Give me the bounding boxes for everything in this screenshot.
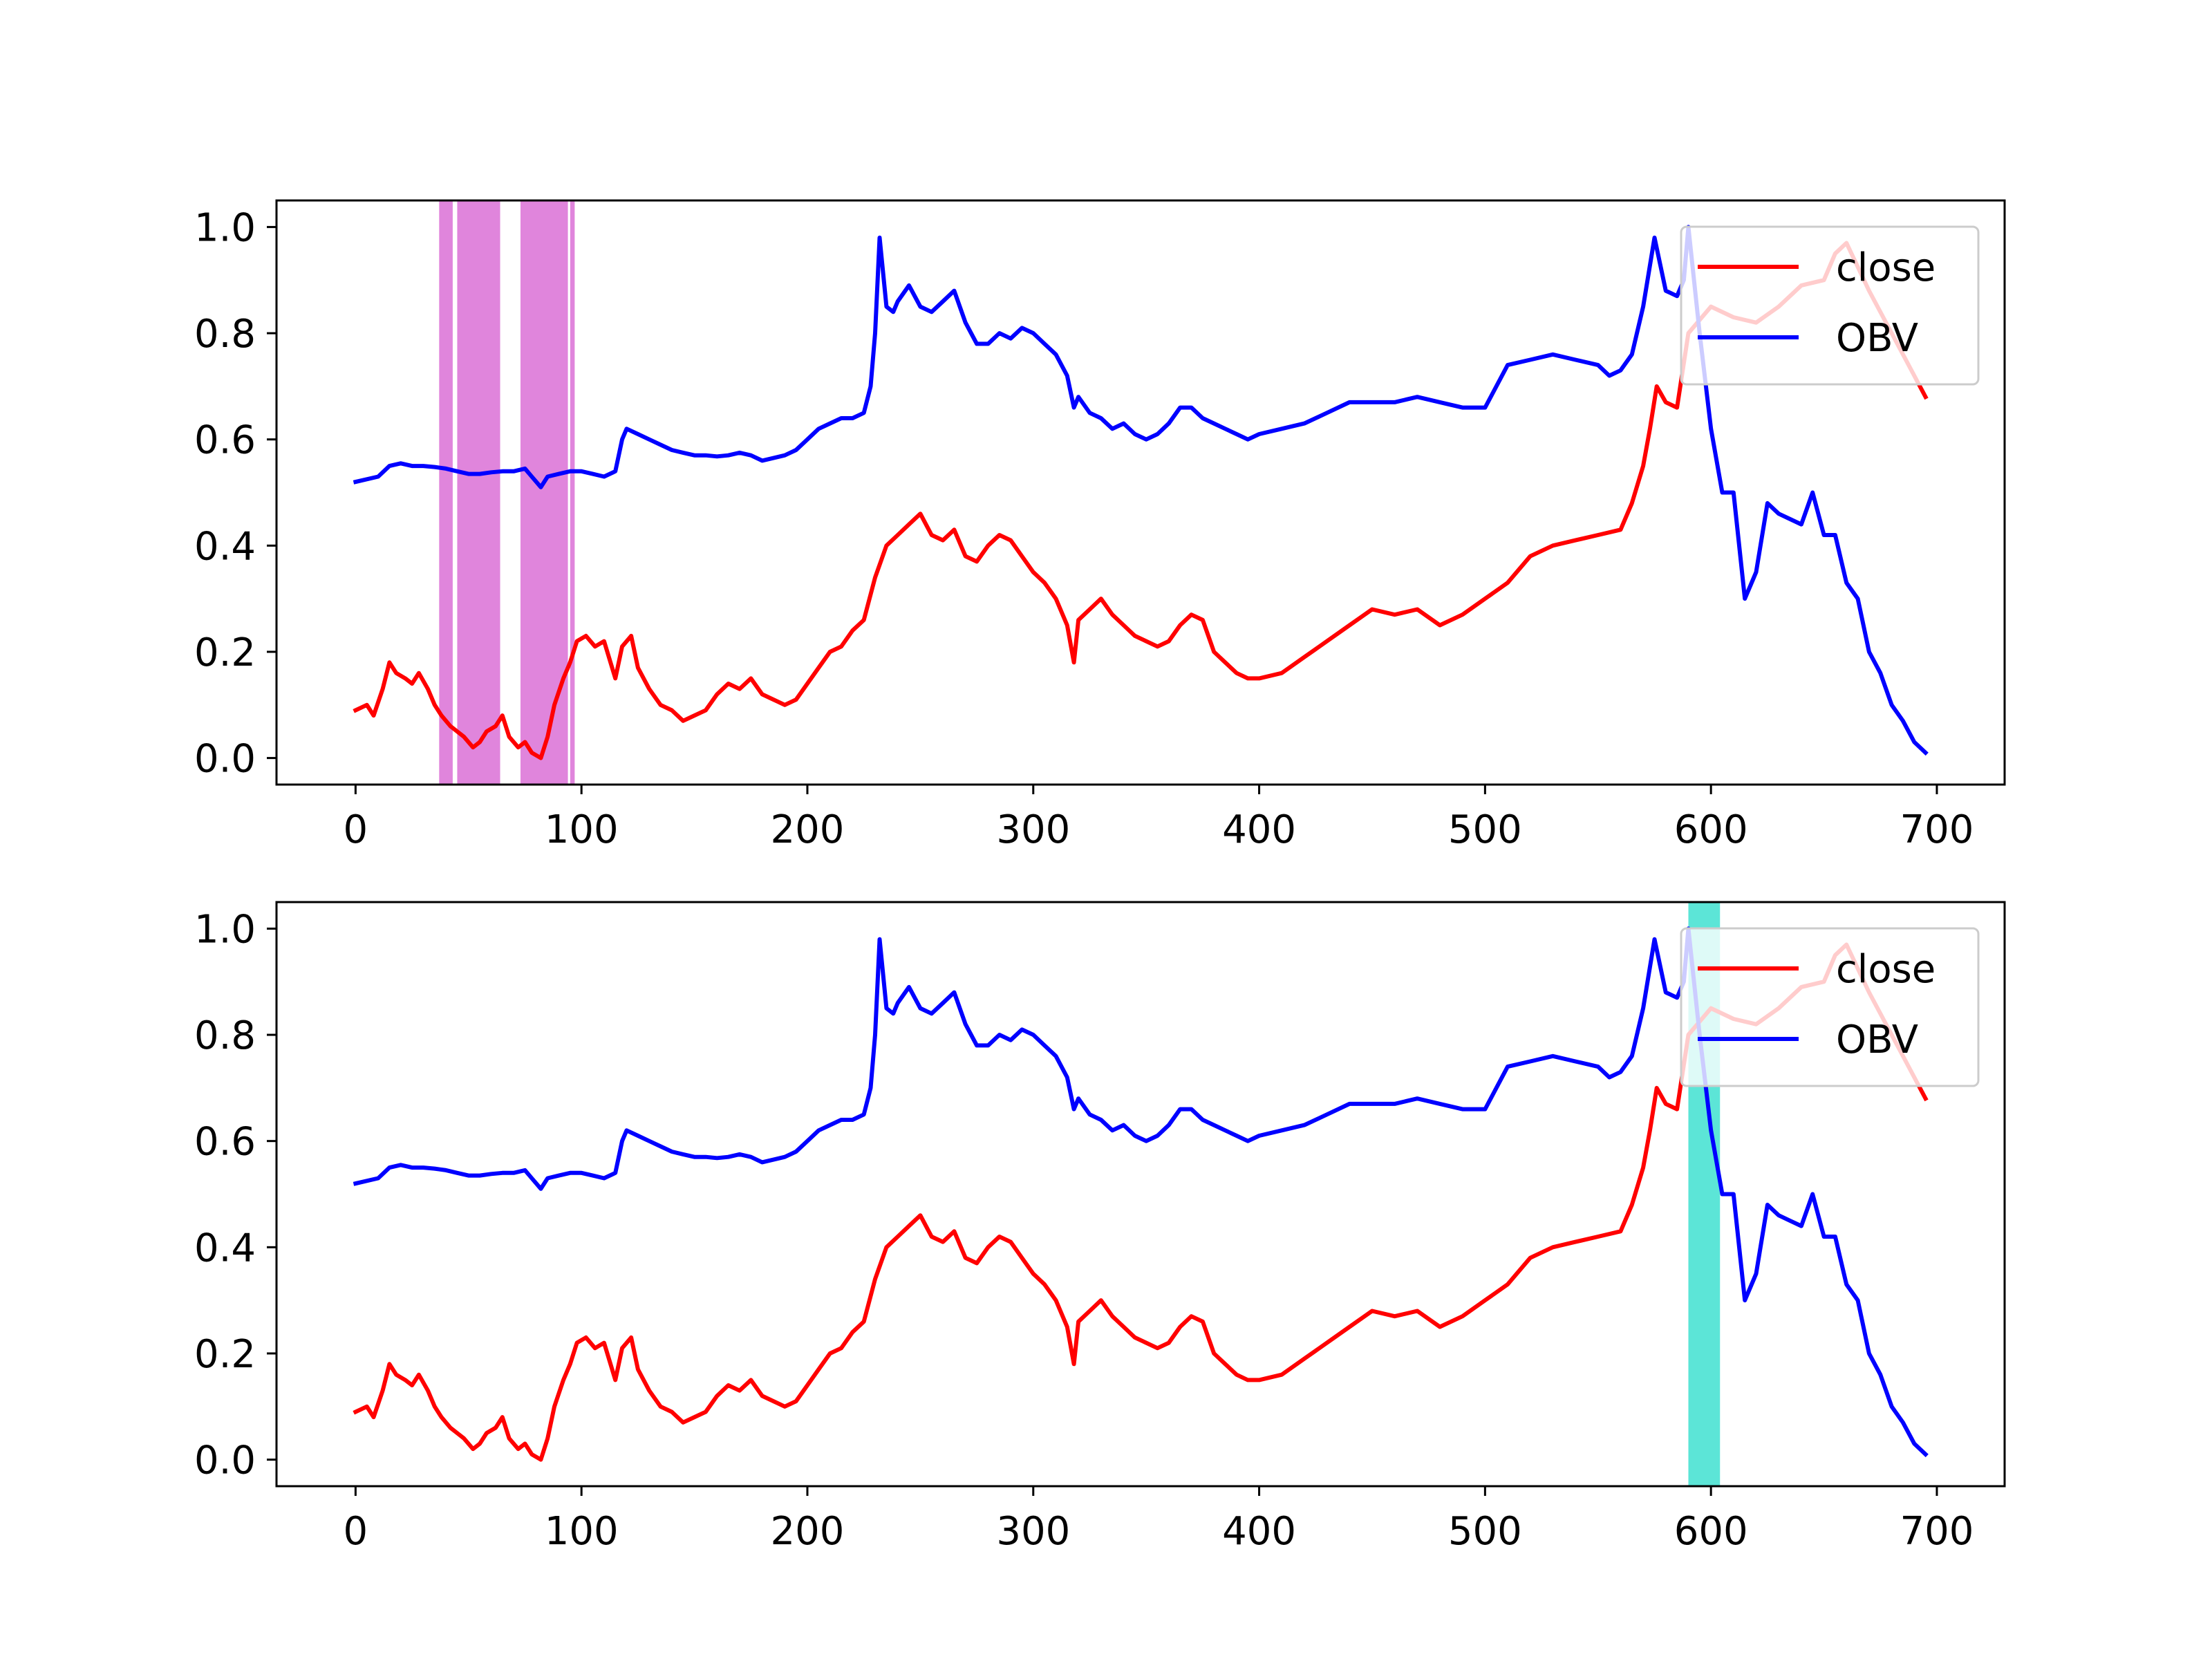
x-tick-label: 0	[344, 1509, 368, 1554]
x-tick-label: 300	[996, 807, 1070, 852]
x-tick-label: 0	[344, 807, 368, 852]
x-tick-label: 500	[1448, 807, 1522, 852]
y-tick-label: 1.0	[194, 907, 256, 952]
y-tick-label: 0.8	[194, 312, 256, 357]
y-tick-label: 1.0	[194, 205, 256, 250]
series-line-close	[353, 241, 1929, 760]
x-tick-label: 700	[1900, 1509, 1974, 1554]
bottom-chart-panel: 0 100 200 300 400 500 600 700 0.0 0.2 0.4 0.6 0.8 1.0…	[194, 901, 2006, 1554]
highlight-span-3	[570, 200, 575, 785]
legend-label-close: close	[1836, 245, 1936, 290]
y-tick-label: 0.8	[194, 1013, 256, 1058]
y-tick-label: 0.6	[194, 418, 256, 463]
x-tick-label: 700	[1900, 807, 1974, 852]
highlight-span-1	[457, 200, 500, 785]
y-tick-label: 0.0	[194, 737, 256, 782]
x-tick-label: 100	[545, 807, 619, 852]
x-tick-label: 300	[996, 1509, 1070, 1554]
series-line-close	[353, 942, 1929, 1462]
legend: close OBV	[1680, 225, 1980, 386]
y-tick-label: 0.4	[194, 1226, 256, 1271]
axes-frame	[275, 199, 2006, 786]
x-tick-label: 400	[1222, 1509, 1296, 1554]
x-tick-label: 200	[771, 1509, 845, 1554]
x-tick-label: 100	[545, 1509, 619, 1554]
legend-label-obv: OBV	[1836, 316, 1918, 361]
highlight-span-0	[439, 200, 453, 785]
x-tick-label: 400	[1222, 807, 1296, 852]
x-tick-label: 600	[1674, 807, 1748, 852]
y-tick-label: 0.4	[194, 524, 256, 569]
y-tick-label: 0.0	[194, 1438, 256, 1483]
legend: close OBV	[1680, 927, 1980, 1087]
x-tick-label: 500	[1448, 1509, 1522, 1554]
legend-label-obv: OBV	[1836, 1018, 1918, 1062]
axes-frame	[275, 901, 2006, 1488]
highlight-span-2	[520, 200, 568, 785]
top-chart-panel: 0 100 200 300 400 500 600 700 0.0 0.2 0.4 0.6 0.8 1.0…	[194, 199, 2006, 852]
x-tick-label: 200	[771, 807, 845, 852]
y-tick-label: 0.2	[194, 630, 256, 675]
x-tick-label: 600	[1674, 1509, 1748, 1554]
y-tick-label: 0.6	[194, 1120, 256, 1165]
legend-label-close: close	[1836, 947, 1936, 992]
y-tick-label: 0.2	[194, 1332, 256, 1377]
